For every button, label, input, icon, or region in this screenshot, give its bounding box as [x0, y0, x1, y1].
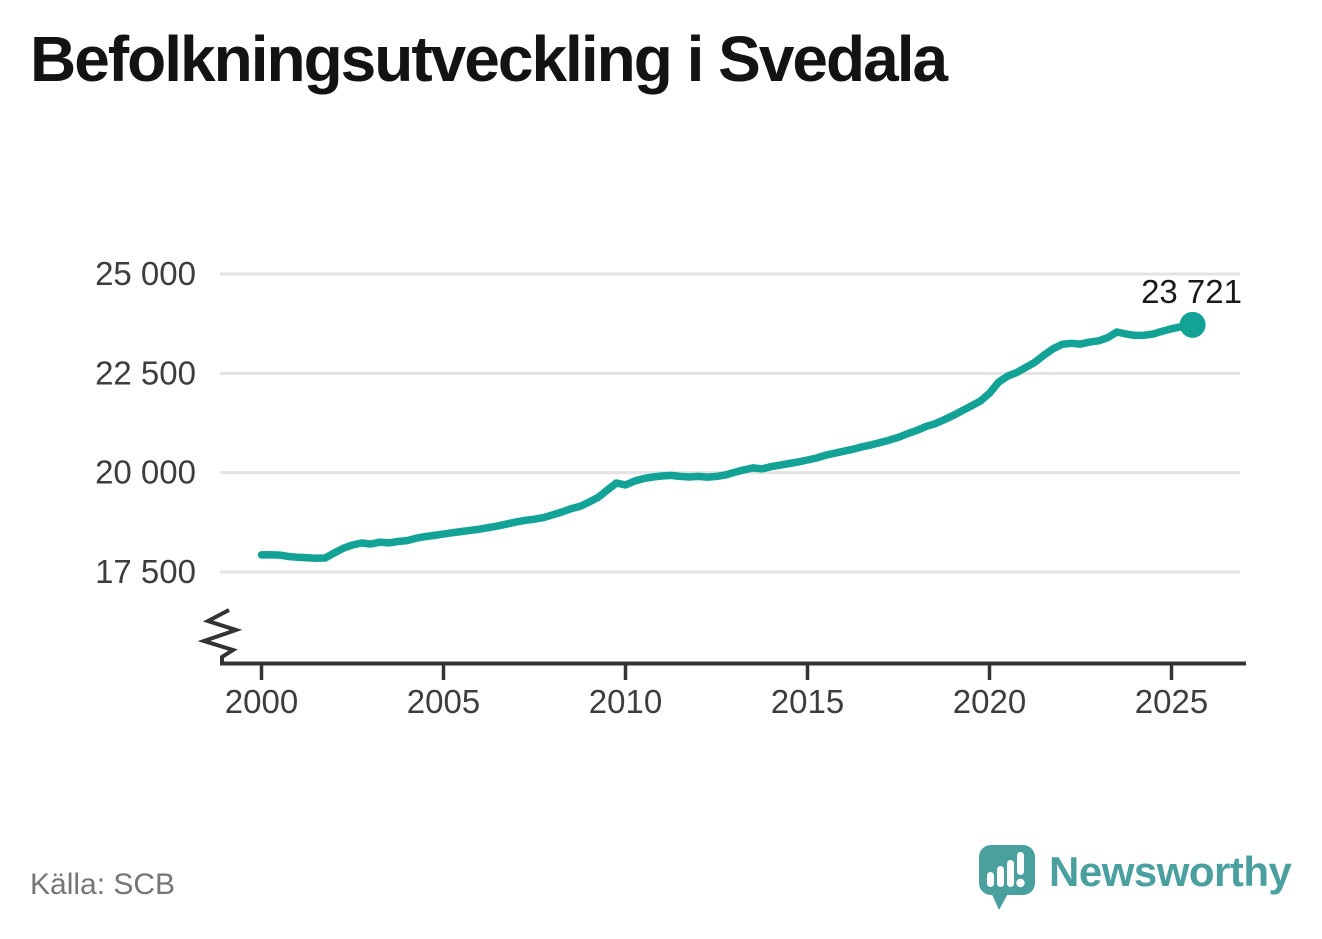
x-tick-label: 2000 [225, 683, 298, 720]
y-tick-label: 20 000 [95, 454, 196, 491]
x-tick-label: 2015 [771, 683, 844, 720]
population-line [257, 321, 1197, 563]
latest-point-marker [1179, 311, 1206, 338]
newsworthy-logo: Newsworthy [979, 845, 1292, 913]
y-tick-label: 25 000 [95, 255, 196, 292]
y-tick-label: 22 500 [95, 354, 196, 391]
x-tick-label: 2010 [589, 683, 662, 720]
latest-value-label: 23 721 [1141, 273, 1242, 310]
newsworthy-wordmark: Newsworthy [1049, 848, 1292, 895]
x-tick-label: 2025 [1135, 683, 1208, 720]
chart-title: Befolkningsutveckling i Svedala [30, 23, 948, 95]
x-tick-label: 2005 [407, 683, 480, 720]
newsworthy-logo-icon [979, 845, 1035, 910]
x-tick-label: 2020 [953, 683, 1026, 720]
source-note: Källa: SCB [30, 868, 176, 901]
axis-break-icon [197, 608, 243, 663]
y-tick-label: 17 500 [95, 553, 196, 590]
